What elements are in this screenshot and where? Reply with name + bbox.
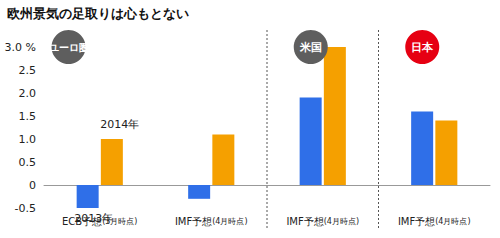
- svg-text:0.5: 0.5: [19, 156, 37, 169]
- svg-text:IMF予想: IMF予想: [286, 216, 323, 227]
- svg-text:0: 0: [29, 179, 36, 192]
- svg-text:1.5: 1.5: [19, 110, 37, 123]
- svg-text:(4月時点): (4月時点): [435, 217, 470, 226]
- svg-text:米国: 米国: [299, 41, 322, 54]
- svg-text:2014年: 2014年: [100, 118, 139, 131]
- svg-text:日本: 日本: [411, 41, 434, 54]
- svg-text:IMF予想: IMF予想: [398, 216, 435, 227]
- svg-text:-0.5: -0.5: [15, 202, 36, 215]
- svg-text:2.0: 2.0: [19, 87, 37, 100]
- svg-text:2013年: 2013年: [74, 212, 113, 225]
- svg-text:(4月時点): (4月時点): [324, 217, 359, 226]
- svg-text:欧州景気の足取りは心もとない: 欧州景気の足取りは心もとない: [7, 6, 189, 21]
- svg-text:ユーロ圏: ユーロ圏: [49, 42, 89, 53]
- svg-text:1.0: 1.0: [19, 133, 37, 146]
- svg-text:IMF予想: IMF予想: [175, 216, 212, 227]
- svg-text:(4月時点): (4月時点): [212, 217, 247, 226]
- svg-text:3.0 %: 3.0 %: [5, 41, 36, 54]
- svg-text:2.5: 2.5: [19, 64, 37, 77]
